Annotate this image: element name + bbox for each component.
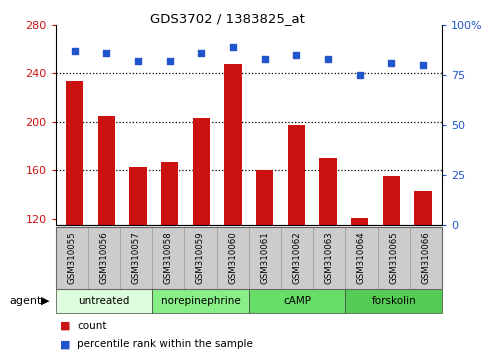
- Text: GSM310056: GSM310056: [99, 231, 108, 284]
- Bar: [287, 125, 305, 225]
- Text: GSM310064: GSM310064: [357, 231, 366, 284]
- Bar: [256, 170, 273, 225]
- Bar: [193, 118, 210, 225]
- Text: GSM310063: GSM310063: [325, 231, 334, 284]
- Text: GSM310066: GSM310066: [421, 231, 430, 284]
- Point: [292, 52, 300, 58]
- Text: GSM310057: GSM310057: [131, 231, 141, 284]
- Bar: [414, 191, 432, 225]
- Bar: [383, 176, 400, 225]
- Bar: [224, 64, 242, 225]
- Text: untreated: untreated: [78, 296, 129, 306]
- Bar: [351, 217, 369, 225]
- Text: percentile rank within the sample: percentile rank within the sample: [77, 339, 253, 349]
- Bar: [66, 81, 83, 225]
- Text: GSM310061: GSM310061: [260, 231, 270, 284]
- Bar: [161, 162, 178, 225]
- Text: GSM310065: GSM310065: [389, 231, 398, 284]
- Point: [419, 62, 427, 68]
- Text: GSM310059: GSM310059: [196, 231, 205, 284]
- Point: [102, 50, 110, 56]
- Point: [324, 56, 332, 62]
- Point: [387, 60, 395, 65]
- Point: [356, 72, 364, 78]
- Text: GSM310055: GSM310055: [67, 231, 76, 284]
- Text: count: count: [77, 321, 107, 331]
- Text: GSM310062: GSM310062: [293, 231, 301, 284]
- Point: [229, 44, 237, 50]
- Text: ▶: ▶: [41, 296, 49, 306]
- Point: [71, 48, 78, 53]
- Text: norepinephrine: norepinephrine: [160, 296, 241, 306]
- Text: ■: ■: [60, 339, 71, 349]
- Point: [198, 50, 205, 56]
- Text: ■: ■: [60, 321, 71, 331]
- Point: [134, 58, 142, 64]
- Text: GSM310058: GSM310058: [164, 231, 173, 284]
- Bar: [98, 116, 115, 225]
- Bar: [129, 167, 147, 225]
- Point: [166, 58, 173, 64]
- Text: agent: agent: [10, 296, 42, 306]
- Bar: [319, 158, 337, 225]
- Text: GSM310060: GSM310060: [228, 231, 237, 284]
- Text: cAMP: cAMP: [283, 296, 311, 306]
- Text: GDS3702 / 1383825_at: GDS3702 / 1383825_at: [150, 12, 304, 25]
- Point: [261, 56, 269, 62]
- Text: forskolin: forskolin: [371, 296, 416, 306]
